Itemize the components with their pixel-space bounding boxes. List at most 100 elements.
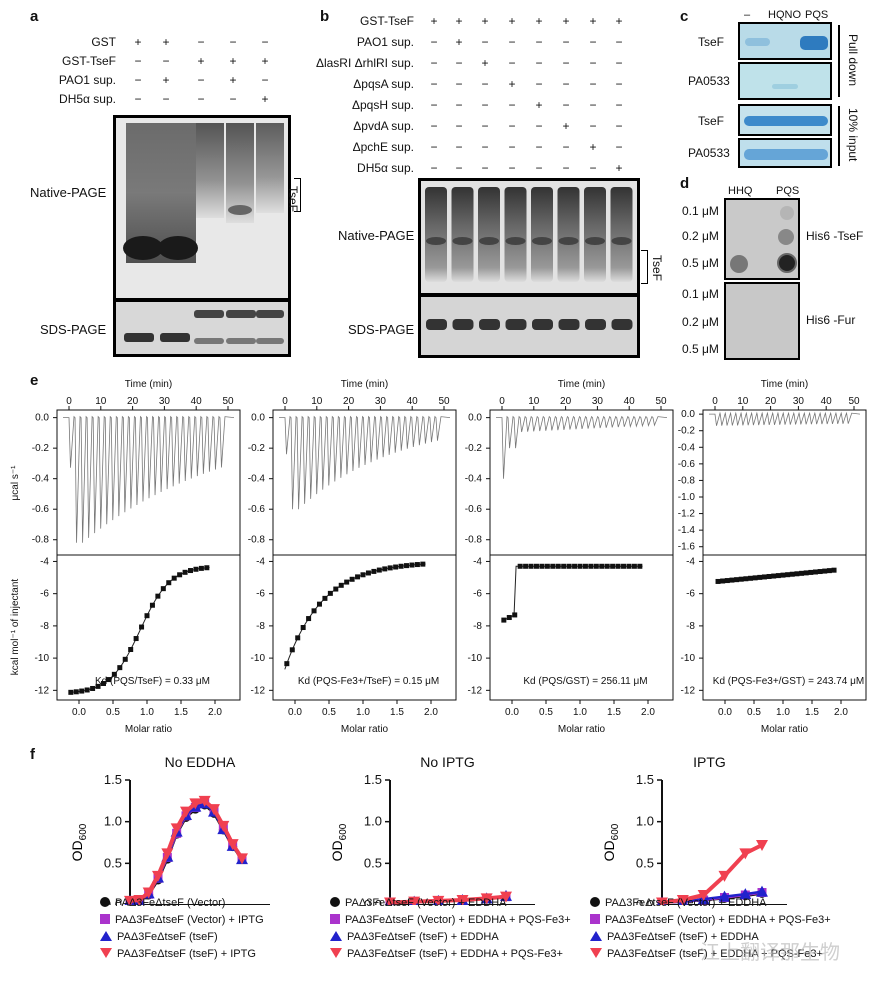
raw-ytick-3-0: 0.0 <box>681 409 695 420</box>
growth-ytick-2-0: 0.0 <box>636 897 654 905</box>
raw-ytick-2-2: -0.4 <box>465 474 483 485</box>
itc-point-3-7 <box>748 575 754 581</box>
raw-ytick-3-1: -0.2 <box>678 426 696 437</box>
row-b-0-lane-0: + <box>430 14 438 28</box>
fit-ytick-0-3: -10 <box>35 653 50 664</box>
itc-fit-frame-0 <box>56 554 241 701</box>
itc-fit-frame-3 <box>702 554 867 701</box>
itc-point-1-18 <box>382 566 388 572</box>
itc-point-2-18 <box>599 563 605 569</box>
panel-d: HHQ PQS 0.1 μM 0.2 μM 0.5 μM 0.1 μM 0.2 … <box>680 170 881 365</box>
time-axis-title-2: Time (min) <box>558 379 605 390</box>
row-b-2-lane-4: − <box>535 56 543 70</box>
watermark: 江上翻译那生物 <box>700 942 840 964</box>
itc-point-1-20 <box>393 564 399 570</box>
ratio-tick-1-4: 2.0 <box>424 707 438 718</box>
itc-point-1-3 <box>300 625 306 631</box>
row-a-0-lane-1: + <box>162 35 170 49</box>
row-b-6-lane-7: − <box>615 140 623 154</box>
ratio-tick-3-4: 2.0 <box>834 707 848 718</box>
row-b-6-lane-4: − <box>535 140 543 154</box>
row-b-5-lane-1: − <box>455 119 463 133</box>
growth-point-2-3-4 <box>739 848 752 860</box>
itc-point-2-15 <box>582 563 588 569</box>
fit-ytick-3-3: -10 <box>681 653 696 664</box>
growth-point-0-3-3 <box>152 870 164 882</box>
row-a-0-lane-2: − <box>197 35 205 49</box>
legend-marker-0-0 <box>100 897 110 907</box>
growth-point-0-3-10 <box>217 820 230 832</box>
row-label-b-5: ΔpvdA sup. <box>353 119 414 133</box>
growth-point-0-3-11 <box>226 839 239 851</box>
itc-point-0-0 <box>68 689 74 695</box>
row-b-0-lane-4: + <box>535 14 543 28</box>
ratio-tick-0-1: 0.5 <box>106 707 120 718</box>
ratio-tick-0-2: 1.0 <box>140 707 154 718</box>
blot-label-pa0533-1: PA0533 <box>688 74 730 88</box>
fit-ytick-2-3: -10 <box>468 653 483 664</box>
row-b-0-lane-6: + <box>589 14 597 28</box>
sds-page-label-b: SDS-PAGE <box>348 322 415 337</box>
row-b-7-lane-0: − <box>430 161 438 175</box>
native-page-label-b: Native-PAGE <box>338 228 415 243</box>
row-b-4-lane-6: − <box>589 98 597 112</box>
row-b-1-lane-6: − <box>589 35 597 49</box>
legend-marker-2-0 <box>590 897 600 907</box>
legend-label-0-1: PAΔ3FeΔtseF (Vector) + IPTG <box>115 914 264 926</box>
pulldown-bracket <box>838 25 840 97</box>
legend-label-1-1: PAΔ3FeΔtseF (Vector) + EDDHA + PQS-Fe3+ <box>345 914 571 926</box>
fit-ytick-0-4: -12 <box>35 685 50 696</box>
input-bracket <box>838 106 840 166</box>
panel-b: GST-TseF + + + + + + + + PAO1 sup. − + − − − − − − ΔlasRI … <box>300 0 670 360</box>
raw-ytick-1-3: -0.6 <box>248 504 266 515</box>
fit-ytick-0-2: -8 <box>40 621 49 632</box>
itc-point-1-13 <box>355 574 361 580</box>
legend-item-0-3: PAΔ3FeΔtseF (tseF) + IPTG <box>100 948 256 960</box>
growth-point-1-3-4 <box>480 893 493 905</box>
itc-point-2-13 <box>572 563 578 569</box>
dot-blot-fur <box>724 282 800 360</box>
legend-marker-2-3 <box>590 948 602 958</box>
row-a-3-lane-1: − <box>162 92 170 106</box>
row-b-7-lane-2: − <box>481 161 489 175</box>
legend-item-1-1: PAΔ3FeΔtseF (Vector) + EDDHA + PQS-Fe3+ <box>330 914 571 926</box>
time-tick-1-1: 10 <box>311 396 323 407</box>
row-b-4-lane-4: + <box>535 98 543 112</box>
itc-point-3-18 <box>799 570 805 576</box>
legend-marker-2-2 <box>590 931 602 941</box>
itc-point-2-6 <box>533 563 539 569</box>
itc-point-0-2 <box>79 688 85 694</box>
col-hqno: HQNO <box>768 9 801 21</box>
raw-ytick-3-6: -1.2 <box>678 509 696 520</box>
growth-ytick-1-0: 0.0 <box>364 897 382 905</box>
blot-tsef-input <box>738 104 832 136</box>
ratio-tick-2-1: 0.5 <box>539 707 553 718</box>
row-a-0-lane-0: + <box>134 35 142 49</box>
row-b-1-lane-2: − <box>481 35 489 49</box>
panel-a: GST + + − − − GST-TseF − − + + + PAO1 sup. − + − + − DH5α … <box>0 0 301 360</box>
lane-b-6 <box>584 187 606 282</box>
row-b-2-lane-7: − <box>615 56 623 70</box>
row-a-3-lane-3: − <box>229 92 237 106</box>
fit-ytick-2-0: -4 <box>473 556 482 567</box>
raw-ytick-1-4: -0.8 <box>248 535 266 546</box>
row-a-0-lane-3: − <box>229 35 237 49</box>
row-b-5-lane-3: − <box>508 119 516 133</box>
ratio-tick-0-4: 2.0 <box>208 707 222 718</box>
legend-item-2-0: PAΔ3FeΔtseF (Vector) + EDDHA <box>590 897 767 909</box>
itc-point-2-20 <box>610 563 616 569</box>
row-b-0-lane-3: + <box>508 14 516 28</box>
input-label: 10% input <box>846 108 860 162</box>
row-b-4-lane-7: − <box>615 98 623 112</box>
row-label-b-4: ΔpqsH sup. <box>351 98 414 112</box>
growth-point-2-3-5 <box>756 840 768 851</box>
fit-ytick-0-1: -6 <box>40 589 49 600</box>
legend-label-2-1: PAΔ3FeΔtseF (Vector) + EDDHA + PQS-Fe3+ <box>605 914 831 926</box>
row-a-1-lane-4: + <box>261 54 269 68</box>
itc-point-3-4 <box>734 577 740 583</box>
row-b-7-lane-3: − <box>508 161 516 175</box>
growth-ytick-1-2: 1.0 <box>364 814 382 829</box>
ratio-tick-2-2: 1.0 <box>573 707 587 718</box>
fit-ytick-2-2: -8 <box>473 621 482 632</box>
row-b-2-lane-1: − <box>455 56 463 70</box>
